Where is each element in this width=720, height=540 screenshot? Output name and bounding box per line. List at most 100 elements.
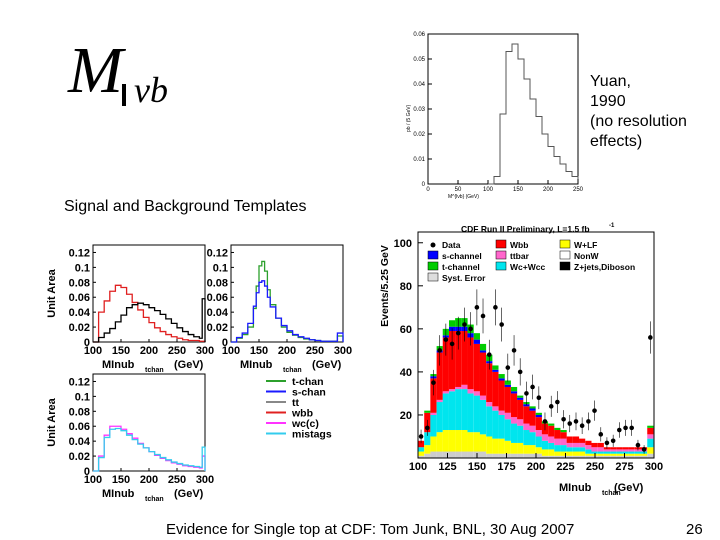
panel-a-x-tick-label: 250 xyxy=(168,345,186,357)
cdf-stack-bar xyxy=(634,449,642,452)
yuan-x-tick-label: 0 xyxy=(426,187,430,193)
cdf-x-tick-label: 275 xyxy=(615,461,633,473)
panel-a-y-tick-label: 0.08 xyxy=(69,277,90,289)
cdf-stack-bar xyxy=(498,410,505,415)
cdf-stack-bar xyxy=(548,436,555,443)
cdf-data-point xyxy=(480,313,486,319)
panel-c-x-tick-label: 100 xyxy=(84,474,102,486)
cdf-stack-bar xyxy=(436,451,443,458)
cdf-stack-bar xyxy=(548,449,555,456)
cdf-stack-bar xyxy=(591,451,598,454)
cdf-stack-bar xyxy=(628,455,635,458)
cdf-legend-marker xyxy=(430,242,436,248)
cdf-legend-label: ttbar xyxy=(510,251,530,261)
cdf-stack-bar xyxy=(622,453,629,456)
cdf-data-point xyxy=(623,425,628,431)
cdf-stack-bar xyxy=(517,425,524,443)
cdf-data-point xyxy=(561,416,566,422)
cdf-legend-swatch xyxy=(427,272,439,282)
panel-a-x-tick-label: 300 xyxy=(196,345,214,357)
cdf-stack-bar xyxy=(585,453,592,456)
cdf-stack-bar xyxy=(461,331,468,385)
cdf-stack-bar xyxy=(442,451,449,458)
cdf-stack-bar xyxy=(610,447,617,450)
panel-legend-label: wbb xyxy=(291,408,313,420)
cdf-stack-bar xyxy=(455,430,462,452)
cdf-data-point xyxy=(648,335,653,340)
cdf-stack-bar xyxy=(535,412,542,415)
cdf-x-axis-label: MInub xyxy=(559,482,592,494)
cdf-stack-bar xyxy=(517,453,524,458)
cdf-stack-bar xyxy=(473,333,480,340)
cdf-data-point xyxy=(610,438,616,444)
panel-b-x-tick-label: 300 xyxy=(334,345,352,357)
cdf-stack-bar xyxy=(510,442,518,454)
panel-b-x-tick-label: 100 xyxy=(222,345,240,357)
panel-c-x-tick-label: 300 xyxy=(196,474,214,486)
cdf-data-point xyxy=(468,326,473,332)
cdf-stack-bar xyxy=(628,447,635,450)
cdf-stack-bar xyxy=(554,427,561,431)
yuan-plot-frame xyxy=(427,33,579,185)
panel-b-x-tick-label: 150 xyxy=(250,345,268,357)
cdf-stack-bar xyxy=(455,389,462,431)
cdf-stack-bar xyxy=(554,455,561,458)
cdf-stack-bar xyxy=(467,389,474,394)
panel-c-x-tick-label: 250 xyxy=(168,474,186,486)
cdf-stack-bar xyxy=(610,455,617,458)
cdf-data-point xyxy=(542,419,548,424)
cdf-x-tick-label: 200 xyxy=(527,461,545,473)
yuan-y-axis-label: pb / (5 GeV) xyxy=(406,104,412,132)
panel-a-x-tick-label: 100 xyxy=(84,345,102,357)
cdf-legend-swatch xyxy=(559,261,571,271)
cdf-x-tick-label: 250 xyxy=(586,461,604,473)
cdf-chart-title-sup: -1 xyxy=(609,223,615,229)
panel-a-series-line xyxy=(93,284,206,343)
cdf-data-point xyxy=(437,348,443,353)
cdf-stack-bar xyxy=(535,414,542,418)
cdf-stack-bar xyxy=(486,406,493,437)
cdf-stack-bar xyxy=(535,453,542,458)
cdf-stack-bar xyxy=(572,447,580,452)
cdf-stack-bar xyxy=(461,384,468,390)
cdf-data-point xyxy=(455,330,461,336)
cdf-stack-bar xyxy=(529,425,536,433)
cdf-stack-bar xyxy=(579,438,586,443)
cdf-stack-bar xyxy=(610,451,617,454)
cdf-legend-swatch xyxy=(495,261,507,271)
cdf-stack-bar xyxy=(628,453,635,456)
panel-a-y-tick-label: 0 xyxy=(84,337,90,349)
cdf-stack-bar xyxy=(647,447,654,454)
panel-c-x-axis-sub: tchan xyxy=(145,496,164,503)
cdf-stack-bar xyxy=(510,453,518,458)
panel-c-y-tick-label: 0.1 xyxy=(75,391,90,403)
cdf-stack-bar xyxy=(430,451,437,458)
cdf-x-tick-label: 300 xyxy=(645,461,663,473)
cdf-stack-bar xyxy=(479,343,487,351)
cdf-stack-bar xyxy=(585,445,592,450)
cdf-y-tick-label: 100 xyxy=(394,238,412,250)
yuan-y-tick-label: 0.06 xyxy=(413,32,425,38)
cdf-stack-bar xyxy=(498,374,505,379)
cdf-data-point xyxy=(629,425,634,431)
cdf-stack-bar xyxy=(616,453,623,456)
panel-a-y-tick-label: 0.02 xyxy=(69,322,90,334)
cdf-stack-bar xyxy=(510,386,518,392)
title-mass-symbol: M xyxy=(68,34,123,107)
cdf-data-point xyxy=(449,341,455,347)
cdf-stack-bar xyxy=(479,352,487,396)
cdf-stack-bar xyxy=(523,406,530,424)
cdf-stack-bar xyxy=(560,451,567,456)
cdf-stack-bar xyxy=(442,430,449,452)
cdf-stack-bar xyxy=(579,442,586,448)
panel-b-x-tick-label: 250 xyxy=(306,345,324,357)
cdf-data-point xyxy=(511,348,517,353)
panel-c-y-tick-label: 0.08 xyxy=(69,406,90,418)
cdf-data-point xyxy=(493,305,498,310)
cdf-stack-bar xyxy=(517,419,524,426)
panel-a-y-tick-label: 0.06 xyxy=(69,292,90,304)
cdf-stack-bar xyxy=(548,423,555,426)
yuan-x-tick-label: 250 xyxy=(573,187,584,193)
cdf-stack-bar xyxy=(566,442,573,448)
yuan-y-tick-label: 0.05 xyxy=(413,57,425,63)
